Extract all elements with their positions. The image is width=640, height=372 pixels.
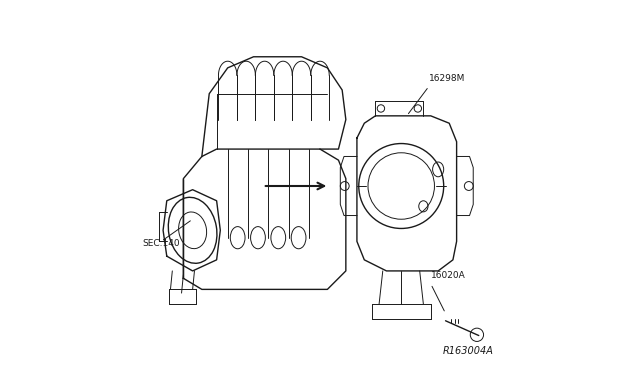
Text: SEC.140: SEC.140 [143,239,180,248]
Text: 16020A: 16020A [431,271,465,280]
Text: R163004A: R163004A [443,346,493,356]
Text: 16298M: 16298M [429,74,465,83]
